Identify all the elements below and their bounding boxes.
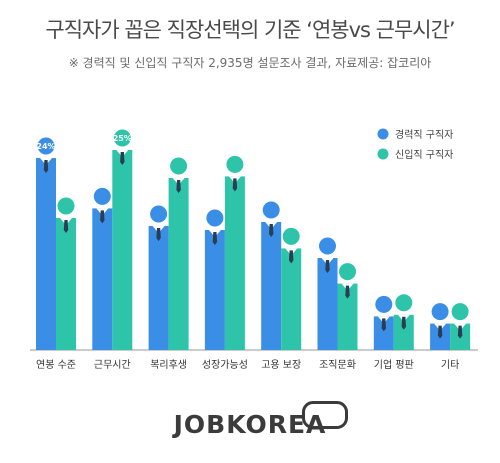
bar-head-0-2 bbox=[150, 205, 168, 223]
bar-tie-0-3 bbox=[212, 232, 218, 245]
bar-head-0-1 bbox=[93, 187, 111, 205]
bar-tie-1-4 bbox=[289, 250, 294, 264]
bar-head-1-3 bbox=[226, 155, 244, 173]
bar-tie-0-1 bbox=[100, 210, 105, 224]
bar-1-6 bbox=[393, 314, 414, 350]
data-label-0: 24% bbox=[36, 142, 55, 151]
bar-head-1-1 bbox=[113, 129, 131, 147]
tick-label-2: 복리후생 bbox=[150, 359, 187, 371]
bar-0-6 bbox=[373, 316, 394, 350]
bar-0-1 bbox=[92, 208, 113, 350]
bar-head-0-0 bbox=[37, 137, 55, 155]
bar-head-0-4 bbox=[262, 201, 280, 219]
logo-text: JOBKOREA bbox=[173, 410, 327, 439]
tick-label-5: 조직문화 bbox=[319, 359, 356, 371]
bar-head-1-4 bbox=[282, 227, 300, 245]
bar-head-0-3 bbox=[206, 209, 224, 227]
bar-tie-0-4 bbox=[269, 224, 274, 237]
bar-tie-1-6 bbox=[401, 316, 406, 330]
bar-head-0-5 bbox=[319, 237, 336, 255]
bar-1-2 bbox=[168, 178, 189, 350]
bar-tie-1-2 bbox=[176, 180, 181, 193]
bar-1-1 bbox=[112, 150, 133, 350]
bar-tie-0-6 bbox=[381, 318, 386, 332]
bar-tie-0-5 bbox=[325, 260, 330, 273]
bar-0-4 bbox=[261, 222, 282, 350]
bar-tie-0-0 bbox=[43, 160, 49, 173]
bar-0-5 bbox=[317, 258, 338, 350]
tick-label-4: 고용 보장 bbox=[261, 359, 301, 371]
legend-marker-1 bbox=[377, 148, 389, 160]
bar-0-0 bbox=[36, 158, 56, 350]
tick-label-0: 연봉 수준 bbox=[36, 359, 76, 371]
bar-head-1-7 bbox=[451, 303, 469, 321]
legend-label-0: 경력직 구직자 bbox=[395, 128, 453, 141]
legend-label-1: 신입직 구직자 bbox=[395, 148, 453, 161]
bar-tie-0-2 bbox=[156, 228, 161, 241]
bar-1-5 bbox=[337, 283, 358, 350]
bar-tie-1-5 bbox=[345, 285, 350, 299]
bar-0-3 bbox=[204, 230, 225, 350]
bar-head-0-7 bbox=[431, 303, 449, 321]
legend-marker-0 bbox=[377, 128, 389, 140]
bar-tie-1-0 bbox=[63, 220, 69, 233]
page-title: 구직자가 꼽은 직장선택의 기준 ‘연봉vs 근무시간’ bbox=[45, 18, 455, 42]
bar-tie-1-3 bbox=[232, 178, 238, 192]
logo-bubble-icon bbox=[302, 401, 348, 429]
bar-1-4 bbox=[281, 248, 302, 350]
jobkorea-logo: JOBKOREA bbox=[0, 410, 500, 439]
tick-label-7: 기타 bbox=[441, 359, 459, 371]
bar-1-3 bbox=[224, 176, 245, 350]
bar-head-1-6 bbox=[395, 294, 413, 312]
bar-0-2 bbox=[148, 226, 169, 350]
bar-tie-1-1 bbox=[120, 152, 125, 165]
bar-tie-0-7 bbox=[437, 325, 443, 339]
data-label-1: 25% bbox=[113, 134, 132, 143]
bar-1-0 bbox=[56, 218, 76, 350]
tick-label-6: 기업 평판 bbox=[374, 358, 414, 371]
tick-label-3: 성장가능성 bbox=[202, 359, 248, 371]
bar-head-1-0 bbox=[57, 197, 75, 215]
page-subtitle: ※ 경력직 및 신입직 구직자 2,935명 설문조사 결과, 자료제공: 잡코… bbox=[68, 56, 432, 70]
bar-head-1-2 bbox=[170, 157, 188, 175]
bar-head-0-6 bbox=[375, 295, 393, 313]
bar-head-1-5 bbox=[339, 263, 356, 281]
tick-label-1: 근무시간 bbox=[94, 359, 131, 371]
bar-tie-1-7 bbox=[457, 325, 463, 339]
